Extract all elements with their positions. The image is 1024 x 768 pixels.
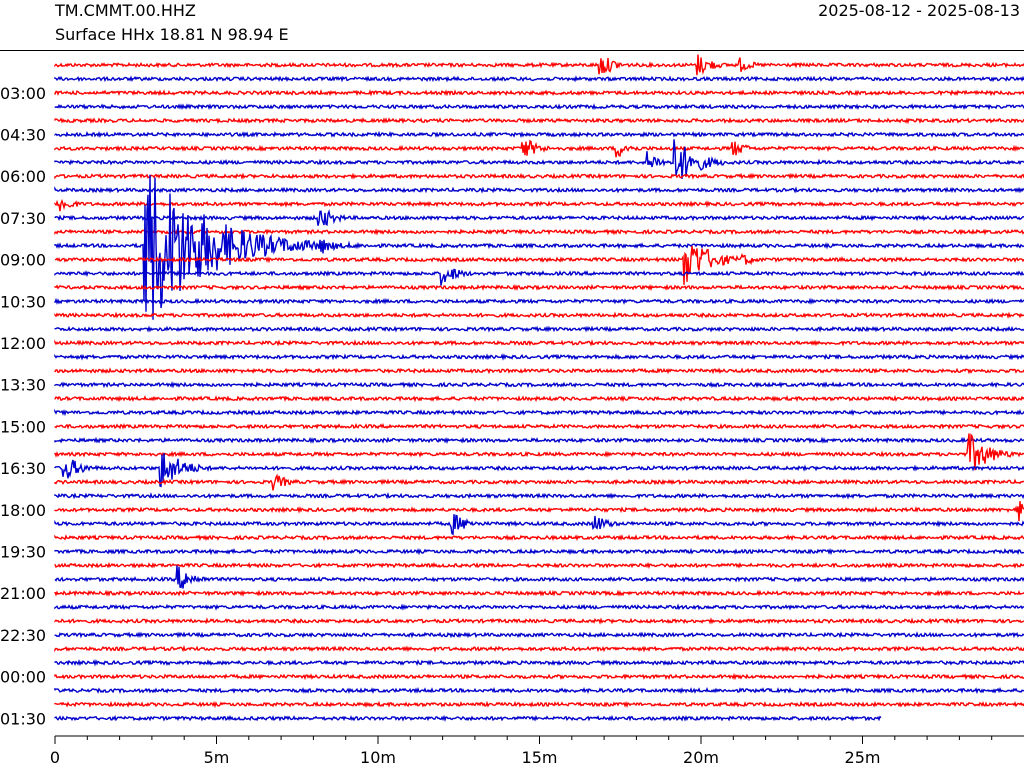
seismogram-trace bbox=[55, 245, 1024, 285]
seismogram-trace bbox=[54, 514, 1024, 536]
header-divider bbox=[0, 50, 1024, 51]
seismogram-trace bbox=[54, 658, 1024, 667]
x-tick-label: 20m bbox=[683, 748, 719, 767]
y-tick-label: 12:00 bbox=[0, 334, 46, 353]
seismogram-trace bbox=[54, 283, 1024, 292]
seismogram-trace bbox=[54, 714, 882, 722]
seismogram-trace bbox=[54, 268, 1024, 286]
seismogram-trace bbox=[54, 139, 1024, 158]
seismogram-trace bbox=[54, 422, 1024, 430]
seismogram-trace bbox=[54, 186, 1024, 194]
seismogram-trace bbox=[54, 198, 1024, 212]
seismogram-trace bbox=[54, 353, 1024, 361]
seismogram-trace bbox=[54, 130, 1024, 139]
seismogram-trace bbox=[54, 89, 1024, 97]
seismogram-trace bbox=[54, 367, 1024, 375]
station-location: Surface HHx 18.81 N 98.94 E bbox=[55, 25, 289, 44]
x-tick-label: 10m bbox=[360, 748, 396, 767]
seismogram-trace bbox=[54, 228, 1024, 236]
y-tick-label: 00:00 bbox=[0, 668, 46, 687]
y-tick-labels: 03:00 04:30 06:00 07:30 09:00 10:30 12:00 13:30… bbox=[0, 84, 46, 728]
x-tick-label: 15m bbox=[522, 748, 558, 767]
seismogram-trace bbox=[54, 534, 1024, 542]
seismogram-trace bbox=[54, 297, 1024, 305]
seismogram-trace bbox=[54, 672, 1024, 681]
seismogram-trace bbox=[54, 603, 1024, 611]
seismogram-trace bbox=[54, 687, 1024, 695]
y-tick-label: 16:30 bbox=[0, 459, 46, 478]
seismogram-trace bbox=[54, 339, 1024, 347]
seismogram-trace bbox=[54, 547, 1024, 556]
y-tick-label: 01:30 bbox=[0, 709, 46, 728]
seismogram-trace bbox=[54, 433, 1024, 471]
seismogram-trace bbox=[54, 473, 1024, 491]
seismogram-trace bbox=[54, 700, 1024, 709]
y-tick-label: 15:00 bbox=[0, 417, 46, 436]
x-tick-label: 0 bbox=[50, 748, 60, 767]
y-tick-label: 06:00 bbox=[0, 167, 46, 186]
seismogram-trace bbox=[54, 631, 1024, 639]
seismogram-trace bbox=[54, 408, 1024, 417]
station-title: TM.CMMT.00.HHZ bbox=[55, 1, 196, 20]
seismogram-trace bbox=[54, 501, 1024, 522]
y-tick-label: 21:00 bbox=[0, 584, 46, 603]
y-tick-label: 18:00 bbox=[0, 501, 46, 520]
y-tick-label: 13:30 bbox=[0, 376, 46, 395]
x-axis: 0 5m 10m 15m 20m 25m bbox=[50, 735, 1024, 767]
seismogram-trace bbox=[54, 325, 1024, 333]
seismogram-trace bbox=[54, 436, 1024, 445]
y-tick-label: 10:30 bbox=[0, 292, 46, 311]
date-range: 2025-08-12 - 2025-08-13 bbox=[818, 1, 1020, 20]
trace-group bbox=[54, 54, 1024, 722]
seismogram-trace bbox=[54, 589, 1024, 597]
seismogram-trace bbox=[54, 139, 1024, 179]
x-tick-label: 25m bbox=[845, 748, 881, 767]
seismogram-trace bbox=[54, 174, 1024, 320]
seismogram-trace bbox=[54, 75, 1024, 83]
y-tick-label: 09:00 bbox=[0, 251, 46, 270]
y-tick-label: 22:30 bbox=[0, 626, 46, 645]
seismogram-trace bbox=[54, 561, 1024, 570]
y-tick-label: 07:30 bbox=[0, 209, 46, 228]
seismogram-trace bbox=[54, 617, 1024, 625]
seismogram-trace bbox=[54, 644, 1024, 653]
seismogram-trace bbox=[54, 394, 1024, 403]
seismogram-trace bbox=[54, 492, 1024, 500]
seismogram-trace bbox=[54, 311, 1024, 319]
y-tick-label: 04:30 bbox=[0, 126, 46, 145]
seismogram-trace bbox=[54, 209, 1024, 226]
y-tick-label: 03:00 bbox=[0, 84, 46, 103]
seismogram-trace bbox=[54, 565, 1024, 589]
seismogram-trace bbox=[54, 116, 1024, 125]
seismogram-trace bbox=[54, 103, 1024, 111]
y-tick-label: 19:30 bbox=[0, 543, 46, 562]
seismogram-trace bbox=[54, 172, 1024, 180]
seismogram-trace bbox=[54, 54, 1024, 76]
x-tick-label: 5m bbox=[204, 748, 230, 767]
seismogram-trace bbox=[54, 380, 1024, 389]
seismogram-trace bbox=[54, 453, 1024, 488]
